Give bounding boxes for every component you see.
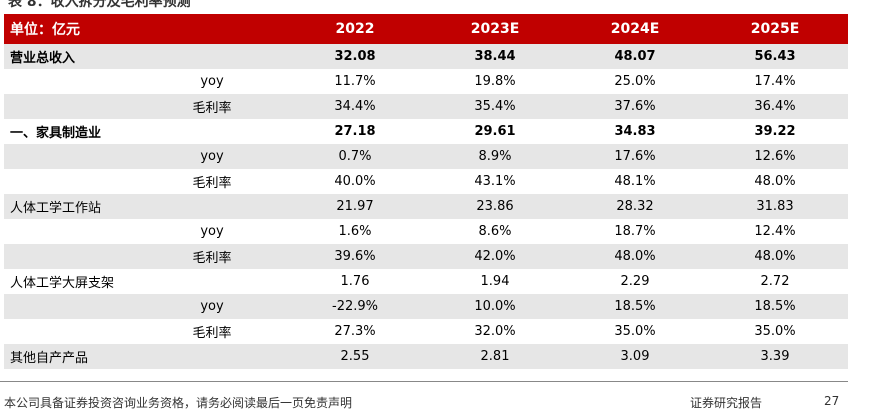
value-cell: 12.4% (754, 224, 796, 239)
value-cell: 1.76 (340, 274, 370, 289)
table-title: 表 8：收入拆分及毛利率预测 (8, 0, 191, 10)
row-label: 其他自产产品 (10, 351, 89, 366)
table-row: yoy 0.7% 8.9% 17.6% 12.6% (4, 144, 848, 169)
metric-label: yoy (200, 74, 224, 89)
value-cell: 48.0% (754, 174, 796, 189)
value-cell: 18.5% (614, 299, 656, 314)
metric-label: 毛利率 (192, 101, 232, 116)
value-cell: 17.6% (614, 149, 656, 164)
value-cell: 56.43 (754, 49, 796, 64)
table-row: 其他自产产品 2.55 2.81 3.09 3.39 (4, 344, 848, 369)
value-cell: 19.8% (474, 74, 516, 89)
value-cell: 1.6% (338, 224, 372, 239)
metric-label: 毛利率 (192, 326, 232, 341)
value-cell: 8.6% (478, 224, 512, 239)
value-cell: 3.09 (620, 349, 650, 364)
header-cell: 2025E (750, 21, 800, 37)
value-cell: 32.0% (474, 324, 516, 339)
value-cell: 39.6% (334, 249, 376, 264)
table-row: yoy 11.7% 19.8% 25.0% 17.4% (4, 69, 848, 94)
page-number: 27 (824, 394, 840, 408)
value-cell: 17.4% (754, 74, 796, 89)
value-cell: 21.97 (336, 199, 374, 214)
value-cell: 3.39 (760, 349, 790, 364)
value-cell: 23.86 (476, 199, 514, 214)
report-type: 证券研究报告 (690, 396, 763, 410)
value-cell: 1.94 (480, 274, 510, 289)
value-cell: 27.18 (334, 124, 376, 139)
header-cell: 单位：亿元 (10, 22, 80, 38)
value-cell: 27.3% (334, 324, 376, 339)
header-cell: 2024E (610, 21, 660, 37)
value-cell: 12.6% (754, 149, 796, 164)
metric-label: yoy (200, 299, 224, 314)
header-cell: 2023E (470, 21, 520, 37)
value-cell: 48.07 (614, 49, 656, 64)
metric-label: yoy (200, 224, 224, 239)
value-cell: 18.7% (614, 224, 656, 239)
table-row: 毛利率 27.3% 32.0% 35.0% 35.0% (4, 319, 848, 344)
value-cell: 29.61 (474, 124, 516, 139)
value-cell: 0.7% (338, 149, 372, 164)
metric-label: 毛利率 (192, 251, 232, 266)
value-cell: 36.4% (754, 99, 796, 114)
footer-rule (0, 381, 848, 382)
header-row: 单位：亿元 2022 2023E 2024E 2025E (4, 14, 848, 44)
value-cell: 11.7% (334, 74, 376, 89)
table-row: 人体工学工作站 21.97 23.86 28.32 31.83 (4, 194, 848, 219)
value-cell: 43.1% (474, 174, 516, 189)
value-cell: 37.6% (614, 99, 656, 114)
value-cell: 35.0% (754, 324, 796, 339)
value-cell: -22.9% (332, 299, 378, 314)
table-row: 毛利率 34.4% 35.4% 37.6% 36.4% (4, 94, 848, 119)
value-cell: 42.0% (474, 249, 516, 264)
value-cell: 25.0% (614, 74, 656, 89)
value-cell: 18.5% (754, 299, 796, 314)
table-row: yoy -22.9% 10.0% 18.5% 18.5% (4, 294, 848, 319)
disclaimer: 本公司具备证券投资咨询业务资格，请务必阅读最后一页免责声明 (4, 396, 353, 410)
metric-label: 毛利率 (192, 176, 232, 191)
value-cell: 34.4% (334, 99, 376, 114)
value-cell: 2.72 (760, 274, 790, 289)
value-cell: 2.55 (340, 349, 370, 364)
value-cell: 10.0% (474, 299, 516, 314)
table-row: yoy 1.6% 8.6% 18.7% 12.4% (4, 219, 848, 244)
table-row: 一、家具制造业 27.18 29.61 34.83 39.22 (4, 119, 848, 144)
value-cell: 32.08 (334, 49, 376, 64)
value-cell: 2.29 (620, 274, 650, 289)
value-cell: 35.0% (614, 324, 656, 339)
value-cell: 34.83 (614, 124, 656, 139)
value-cell: 35.4% (474, 99, 516, 114)
row-label: 人体工学工作站 (10, 201, 102, 216)
value-cell: 40.0% (334, 174, 376, 189)
table-row: 人体工学大屏支架 1.76 1.94 2.29 2.72 (4, 269, 848, 294)
metric-label: yoy (200, 149, 224, 164)
value-cell: 31.83 (756, 199, 794, 214)
table-row: 毛利率 39.6% 42.0% 48.0% 48.0% (4, 244, 848, 269)
row-label: 一、家具制造业 (10, 126, 102, 141)
table-row: 毛利率 40.0% 43.1% 48.1% 48.0% (4, 169, 848, 194)
value-cell: 38.44 (474, 49, 516, 64)
header-cell: 2022 (335, 21, 375, 37)
row-label: 营业总收入 (10, 51, 76, 66)
value-cell: 2.81 (480, 349, 510, 364)
table-row: 营业总收入 32.08 38.44 48.07 56.43 (4, 44, 848, 69)
value-cell: 48.0% (754, 249, 796, 264)
value-cell: 39.22 (754, 124, 796, 139)
row-label: 人体工学大屏支架 (10, 276, 115, 291)
value-cell: 28.32 (616, 199, 654, 214)
value-cell: 8.9% (478, 149, 512, 164)
value-cell: 48.1% (614, 174, 656, 189)
value-cell: 48.0% (614, 249, 656, 264)
